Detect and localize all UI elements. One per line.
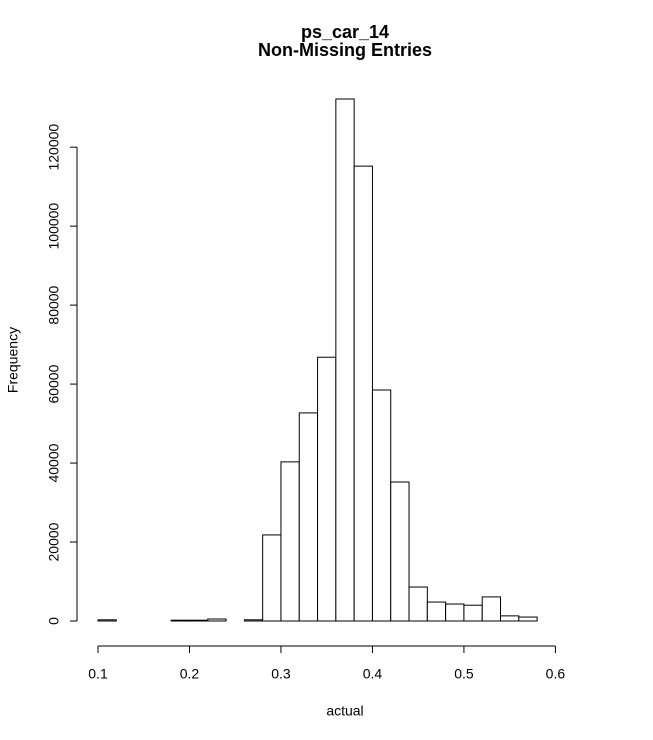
bar (243, 619, 264, 622)
x-tick-label: 0.2 (180, 666, 200, 682)
bar (280, 461, 300, 622)
bar (353, 165, 373, 622)
x-tick-label: 0.4 (363, 666, 383, 682)
bar (317, 356, 337, 622)
x-axis-label: actual (326, 703, 363, 719)
bar (408, 586, 428, 622)
chart-subtitle: Non-Missing Entries (258, 40, 432, 60)
y-tick-label: 20000 (46, 522, 62, 561)
y-tick-label: 40000 (46, 443, 62, 482)
y-tick-label: 60000 (46, 364, 62, 403)
x-tick-label: 0.6 (546, 666, 566, 682)
bar (371, 389, 392, 622)
bar (97, 619, 117, 622)
bar (262, 534, 282, 622)
bar (390, 481, 410, 622)
bar (188, 619, 209, 622)
bar (170, 619, 190, 622)
y-tick-label: 0 (46, 617, 62, 625)
x-tick-label: 0.3 (271, 666, 291, 682)
y-tick-label: 80000 (46, 285, 62, 324)
bar (500, 615, 520, 622)
bar (481, 596, 502, 622)
bar (445, 603, 465, 622)
bar (463, 604, 483, 622)
y-tick-label: 100000 (46, 203, 62, 250)
bar (426, 601, 447, 622)
bar (335, 98, 355, 622)
chart-title: ps_car_14 (301, 22, 389, 42)
y-tick-label: 120000 (46, 124, 62, 171)
bar (518, 616, 538, 622)
y-axis-label: Frequency (5, 327, 21, 393)
x-tick-label: 0.5 (454, 666, 474, 682)
bar (207, 618, 227, 622)
x-tick-label: 0.1 (88, 666, 108, 682)
bar (298, 412, 319, 622)
